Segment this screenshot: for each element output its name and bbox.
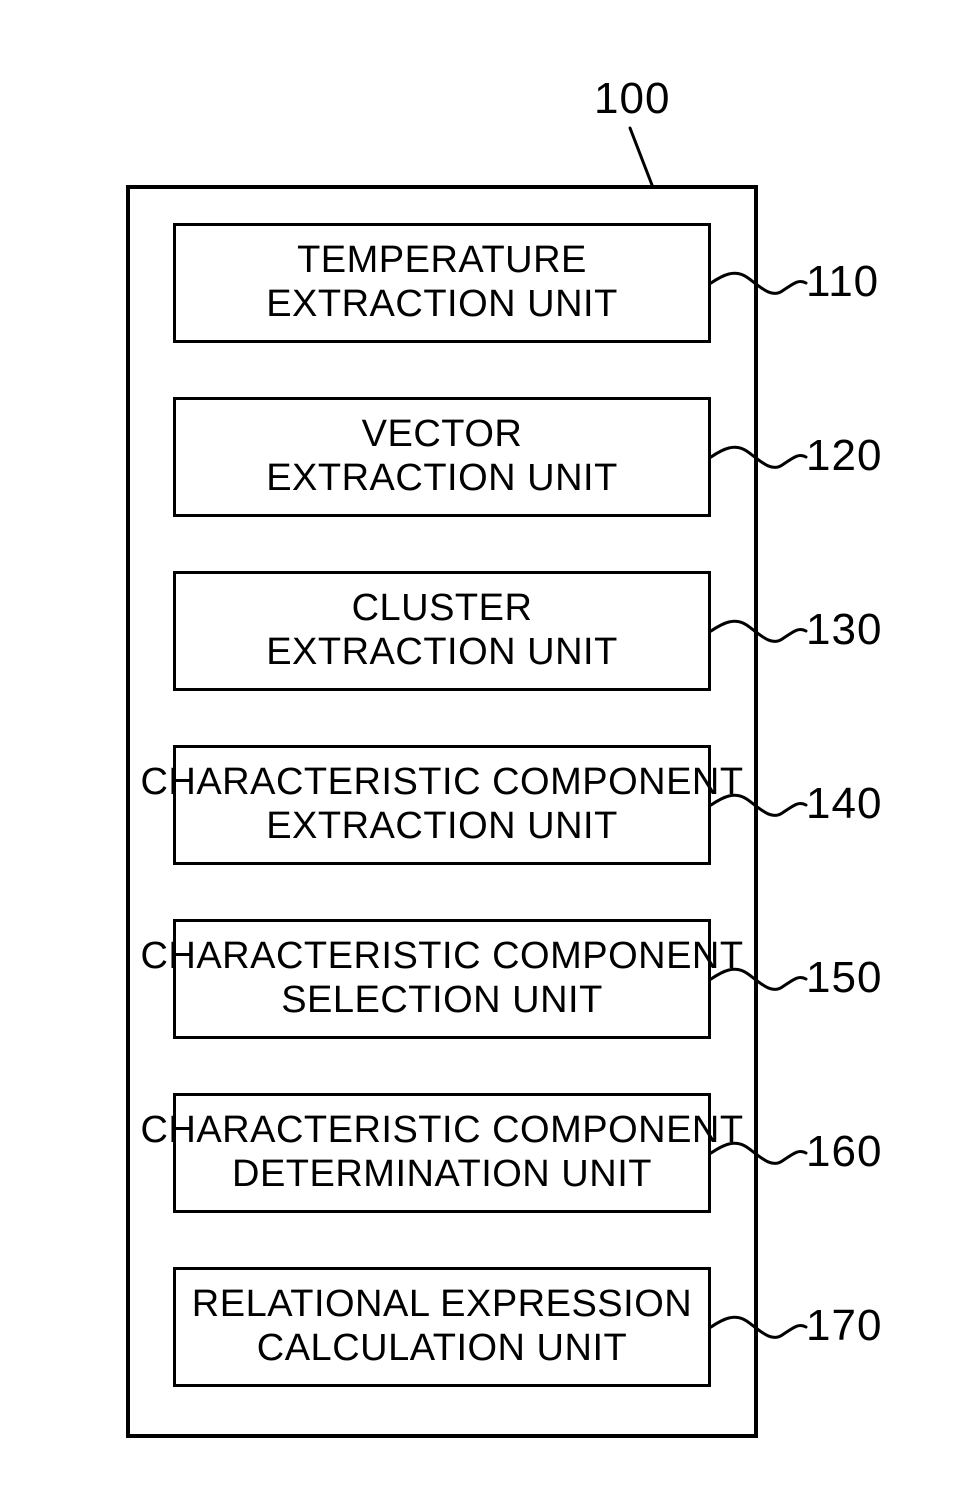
unit-ref-label: 170	[806, 1301, 882, 1351]
diagram-canvas: 100 TEMPERATUREEXTRACTION UNIT110VECTORE…	[0, 0, 974, 1503]
leader-squiggle	[0, 0, 974, 1503]
